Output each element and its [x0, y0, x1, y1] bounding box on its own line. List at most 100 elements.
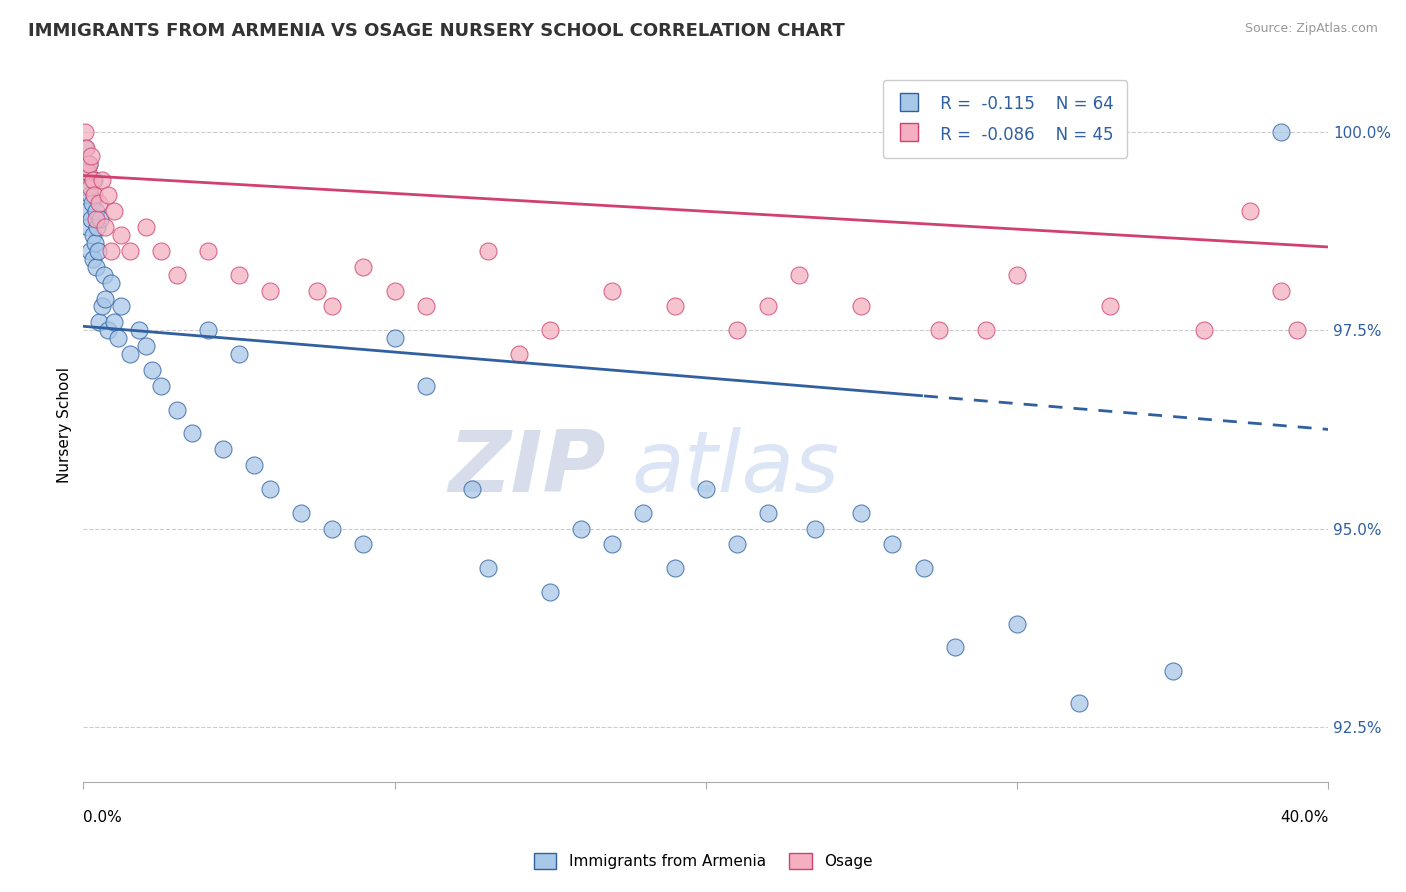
Point	[84, 212, 107, 227]
Point	[103, 315, 125, 329]
Text: IMMIGRANTS FROM ARMENIA VS OSAGE NURSERY SCHOOL CORRELATION CHART: IMMIGRANTS FROM ARMENIA VS OSAGE NURSERY…	[28, 22, 845, 40]
Point	[1161, 665, 1184, 679]
Point	[538, 323, 561, 337]
Text: 0.0%: 0.0%	[83, 810, 122, 825]
Point	[803, 522, 825, 536]
Point	[75, 180, 97, 194]
Point	[94, 292, 117, 306]
Point	[384, 284, 406, 298]
Point	[75, 141, 97, 155]
Text: atlas: atlas	[631, 426, 839, 509]
Point	[415, 378, 437, 392]
Point	[290, 506, 312, 520]
Point	[86, 204, 108, 219]
Point	[80, 149, 103, 163]
Point	[91, 300, 114, 314]
Point	[135, 220, 157, 235]
Point	[73, 125, 96, 139]
Point	[73, 141, 96, 155]
Point	[94, 220, 117, 235]
Point	[569, 522, 592, 536]
Point	[602, 284, 624, 298]
Point	[103, 204, 125, 219]
Point	[77, 220, 100, 235]
Point	[84, 260, 107, 274]
Point	[415, 300, 437, 314]
Point	[725, 537, 748, 551]
Point	[97, 188, 120, 202]
Point	[79, 180, 101, 194]
Point	[82, 252, 104, 266]
Legend:  R =  -0.115    N = 64,  R =  -0.086    N = 45: R = -0.115 N = 64, R = -0.086 N = 45	[883, 80, 1126, 158]
Point	[384, 331, 406, 345]
Point	[181, 426, 204, 441]
Point	[84, 235, 107, 250]
Point	[107, 331, 129, 345]
Point	[87, 196, 110, 211]
Point	[851, 506, 873, 520]
Point	[87, 244, 110, 258]
Point	[228, 268, 250, 282]
Point	[882, 537, 904, 551]
Point	[1005, 268, 1028, 282]
Point	[477, 244, 499, 258]
Point	[725, 323, 748, 337]
Point	[851, 300, 873, 314]
Point	[305, 284, 328, 298]
Point	[212, 442, 235, 457]
Point	[1285, 323, 1308, 337]
Point	[461, 482, 484, 496]
Point	[100, 244, 122, 258]
Point	[1005, 616, 1028, 631]
Point	[128, 323, 150, 337]
Point	[79, 244, 101, 258]
Point	[86, 220, 108, 235]
Point	[93, 268, 115, 282]
Point	[1099, 300, 1122, 314]
Y-axis label: Nursery School: Nursery School	[58, 368, 72, 483]
Point	[118, 244, 141, 258]
Point	[197, 244, 219, 258]
Point	[602, 537, 624, 551]
Point	[83, 188, 105, 202]
Point	[141, 363, 163, 377]
Text: ZIP: ZIP	[449, 426, 606, 509]
Point	[100, 276, 122, 290]
Point	[352, 537, 374, 551]
Point	[633, 506, 655, 520]
Point	[77, 157, 100, 171]
Point	[928, 323, 950, 337]
Point	[912, 561, 935, 575]
Point	[664, 300, 686, 314]
Point	[76, 204, 98, 219]
Point	[79, 188, 101, 202]
Point	[259, 482, 281, 496]
Point	[166, 268, 188, 282]
Point	[80, 196, 103, 211]
Point	[321, 522, 343, 536]
Point	[110, 300, 132, 314]
Point	[756, 300, 779, 314]
Point	[166, 402, 188, 417]
Point	[118, 347, 141, 361]
Point	[1192, 323, 1215, 337]
Point	[135, 339, 157, 353]
Point	[352, 260, 374, 274]
Point	[75, 164, 97, 178]
Point	[83, 172, 105, 186]
Point	[82, 172, 104, 186]
Point	[974, 323, 997, 337]
Point	[77, 157, 100, 171]
Point	[756, 506, 779, 520]
Point	[508, 347, 530, 361]
Point	[787, 268, 810, 282]
Point	[943, 640, 966, 655]
Point	[89, 212, 111, 227]
Point	[243, 458, 266, 472]
Point	[197, 323, 219, 337]
Text: Source: ZipAtlas.com: Source: ZipAtlas.com	[1244, 22, 1378, 36]
Point	[97, 323, 120, 337]
Legend: Immigrants from Armenia, Osage: Immigrants from Armenia, Osage	[527, 847, 879, 875]
Point	[82, 228, 104, 243]
Point	[321, 300, 343, 314]
